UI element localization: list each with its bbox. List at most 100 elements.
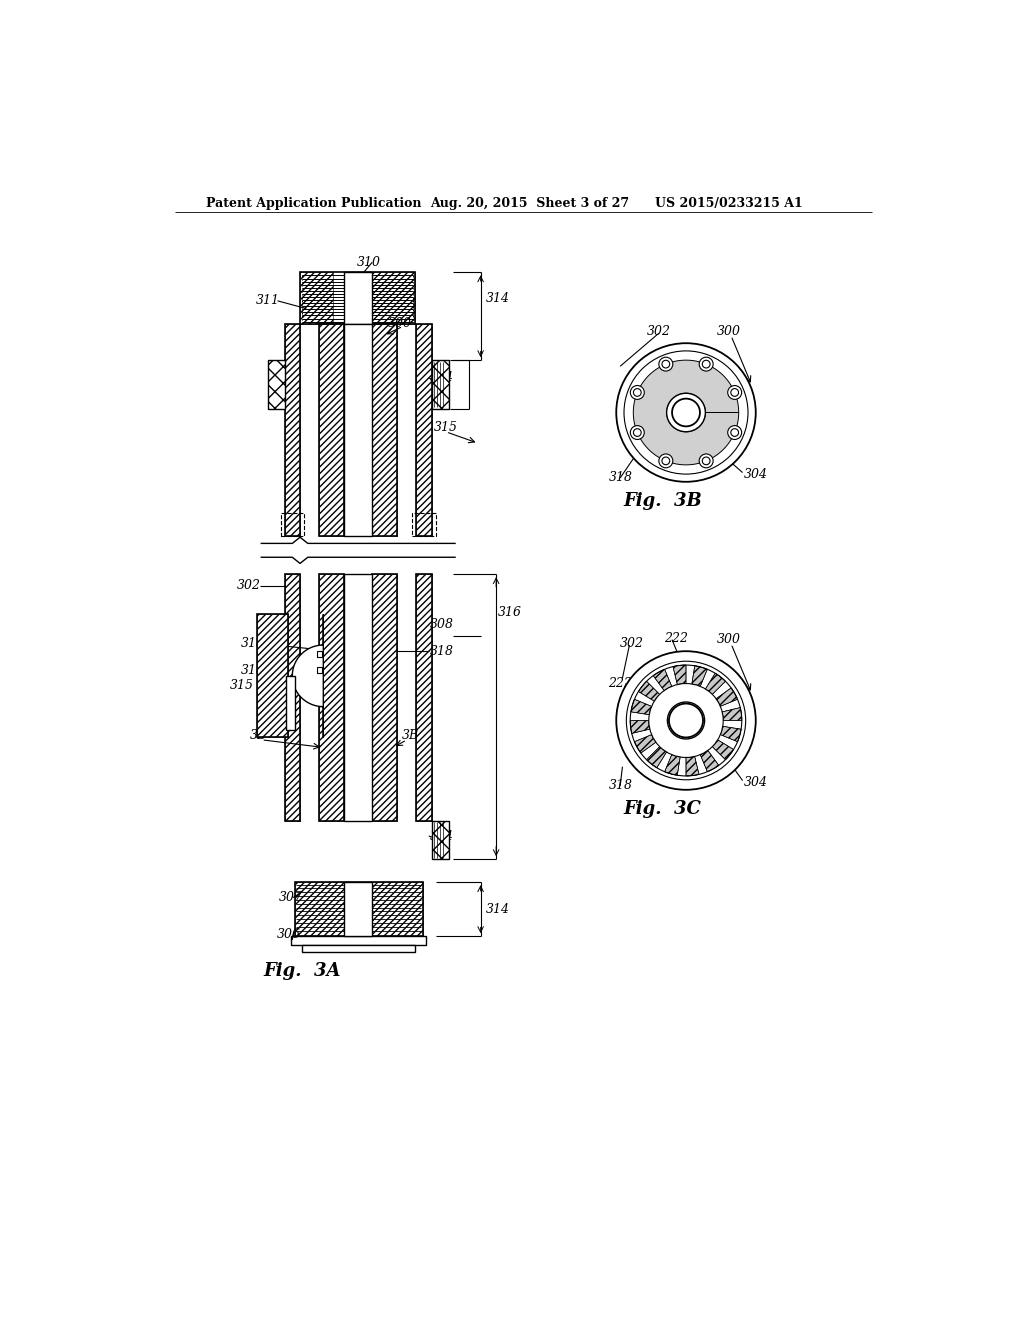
Bar [432, 360, 449, 409]
Circle shape [616, 651, 756, 789]
Bar [317, 651, 322, 657]
Bar [286, 676, 295, 730]
Bar [295, 882, 423, 936]
Bar [285, 323, 300, 536]
Polygon shape [713, 739, 733, 760]
Text: 302: 302 [621, 638, 644, 649]
Text: 306: 306 [276, 928, 301, 941]
Polygon shape [638, 681, 659, 701]
Text: 302: 302 [647, 325, 672, 338]
Bar [344, 323, 372, 536]
Text: 302: 302 [237, 579, 260, 593]
Text: 314: 314 [486, 903, 510, 916]
Text: Patent Application Publication: Patent Application Publication [206, 197, 421, 210]
Bar [295, 882, 423, 936]
Text: 318: 318 [608, 471, 633, 484]
Polygon shape [635, 735, 656, 754]
Bar [257, 614, 289, 738]
Text: Fig.  3C: Fig. 3C [624, 800, 701, 818]
Polygon shape [646, 747, 667, 768]
Polygon shape [686, 756, 699, 776]
Polygon shape [692, 665, 708, 686]
Bar [257, 614, 269, 738]
Circle shape [728, 385, 741, 400]
Bar [417, 574, 432, 821]
Bar [302, 945, 415, 952]
Bar [300, 272, 333, 323]
Bar [432, 821, 449, 859]
Text: 300: 300 [717, 634, 741, 647]
Text: 318: 318 [608, 779, 633, 792]
Bar [432, 821, 449, 859]
Bar [319, 574, 344, 821]
Polygon shape [631, 700, 651, 714]
Bar [344, 272, 372, 323]
Circle shape [631, 385, 644, 400]
Circle shape [728, 425, 741, 440]
Circle shape [631, 425, 644, 440]
Text: 316: 316 [498, 606, 521, 619]
Polygon shape [722, 708, 741, 721]
Bar [417, 323, 432, 536]
Circle shape [662, 457, 670, 465]
Circle shape [634, 388, 641, 396]
Bar [372, 574, 397, 821]
Bar [319, 323, 344, 536]
Bar [317, 667, 322, 673]
Circle shape [649, 684, 723, 758]
Text: Aug. 20, 2015  Sheet 3 of 27: Aug. 20, 2015 Sheet 3 of 27 [430, 197, 630, 210]
Bar [285, 574, 300, 821]
Text: 315: 315 [434, 421, 458, 434]
Bar [300, 272, 415, 323]
Circle shape [702, 457, 710, 465]
Text: US 2015/0233215 A1: US 2015/0233215 A1 [655, 197, 803, 210]
Bar [291, 936, 426, 945]
Circle shape [667, 393, 706, 432]
Text: 318: 318 [241, 638, 264, 649]
Text: 300: 300 [717, 325, 741, 338]
Text: 300: 300 [388, 317, 412, 330]
Text: 3B: 3B [250, 730, 267, 742]
Text: 315: 315 [230, 680, 254, 693]
Polygon shape [706, 673, 725, 694]
Bar [285, 574, 300, 821]
Bar [417, 574, 432, 821]
Bar [281, 512, 304, 536]
Text: 310: 310 [356, 256, 381, 269]
Bar [344, 882, 372, 936]
Text: 222: 222 [608, 677, 633, 690]
Bar [372, 323, 397, 536]
Polygon shape [665, 755, 680, 775]
Bar [372, 323, 397, 536]
Bar [417, 323, 432, 536]
Circle shape [658, 358, 673, 371]
Bar [267, 360, 285, 409]
Circle shape [616, 343, 756, 482]
Text: 311: 311 [256, 294, 280, 308]
Bar [413, 512, 435, 536]
Circle shape [669, 704, 703, 738]
Text: 304: 304 [744, 467, 768, 480]
Circle shape [662, 360, 670, 368]
Circle shape [672, 399, 700, 426]
Polygon shape [633, 360, 738, 465]
Polygon shape [673, 665, 686, 685]
Text: 318: 318 [430, 644, 455, 657]
Circle shape [634, 429, 641, 437]
Bar [372, 574, 397, 821]
Polygon shape [630, 721, 650, 734]
Bar [372, 272, 415, 323]
Polygon shape [292, 614, 324, 738]
Text: 222: 222 [665, 631, 688, 644]
Circle shape [658, 454, 673, 467]
Circle shape [668, 702, 705, 739]
Bar [432, 360, 449, 409]
Text: Fig.  3A: Fig. 3A [263, 962, 341, 979]
Text: 314: 314 [486, 292, 510, 305]
Bar [344, 574, 372, 821]
Text: 308: 308 [430, 618, 455, 631]
Text: 3B: 3B [402, 730, 420, 742]
Polygon shape [653, 669, 672, 690]
Polygon shape [700, 750, 719, 772]
Text: Fig.  3B: Fig. 3B [624, 492, 702, 510]
